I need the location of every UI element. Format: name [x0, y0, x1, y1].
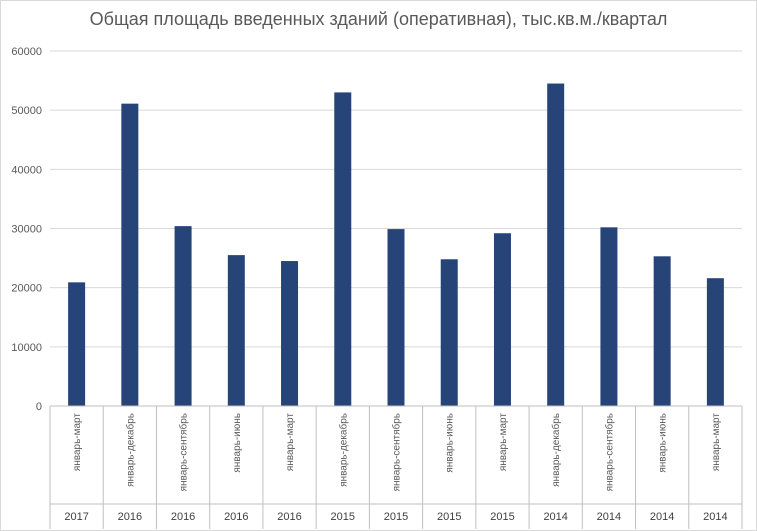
y-tick-label: 10000 [11, 342, 42, 354]
chart-title: Общая площадь введенных зданий (оператив… [89, 9, 668, 29]
category-label: январь-июнь [445, 413, 456, 473]
bar-0 [68, 282, 86, 406]
bars [68, 83, 724, 407]
year-label: 2015 [490, 511, 514, 523]
x-axis: январь-март 2017 январь-декабрь 2016 январь-… [49, 405, 743, 529]
year-label: 2015 [331, 511, 355, 523]
year-label: 2016 [118, 511, 142, 523]
year-label: 2014 [703, 511, 727, 523]
bar-5 [334, 92, 352, 407]
year-label: 2014 [543, 511, 567, 523]
category-label: январь-март [285, 413, 296, 472]
bar-7 [440, 259, 458, 406]
bar-10 [600, 227, 618, 406]
year-label: 2014 [597, 511, 621, 523]
y-tick-label: 40000 [11, 164, 42, 176]
category-label: январь-декабрь [124, 413, 136, 487]
bar-1 [121, 103, 139, 407]
y-axis-ticks: 0 10000 20000 30000 40000 50000 60000 [11, 46, 42, 413]
category-label: январь-декабрь [550, 413, 562, 487]
category-label: январь-июнь [658, 413, 669, 473]
y-tick-label: 0 [36, 401, 42, 413]
category-label: январь-март [711, 413, 722, 472]
year-label: 2015 [384, 511, 408, 523]
year-label: 2014 [650, 511, 674, 523]
bar-8 [493, 233, 511, 406]
year-label: 2016 [277, 511, 301, 523]
category-label: январь-март [72, 413, 83, 472]
y-tick-label: 50000 [11, 105, 42, 117]
bar-3 [227, 255, 245, 406]
bar-4 [281, 261, 299, 406]
bar-11 [653, 256, 671, 406]
category-label: январь-сентябрь [391, 413, 403, 491]
category-label: январь-декабрь [337, 413, 349, 487]
y-tick-label: 20000 [11, 283, 42, 295]
year-label: 2016 [224, 511, 248, 523]
year-label: 2016 [171, 511, 195, 523]
bar-12 [706, 278, 724, 406]
year-label: 2017 [64, 511, 88, 523]
category-label: январь-сентябрь [603, 413, 615, 491]
bar-6 [387, 229, 405, 406]
bar-9 [547, 83, 565, 407]
category-label: январь-март [498, 413, 509, 472]
category-label: январь-июнь [232, 413, 243, 473]
year-label: 2015 [437, 511, 461, 523]
category-label: январь-сентябрь [178, 413, 190, 491]
y-tick-label: 60000 [11, 46, 42, 58]
y-tick-label: 30000 [11, 224, 42, 236]
bar-2 [174, 226, 192, 406]
